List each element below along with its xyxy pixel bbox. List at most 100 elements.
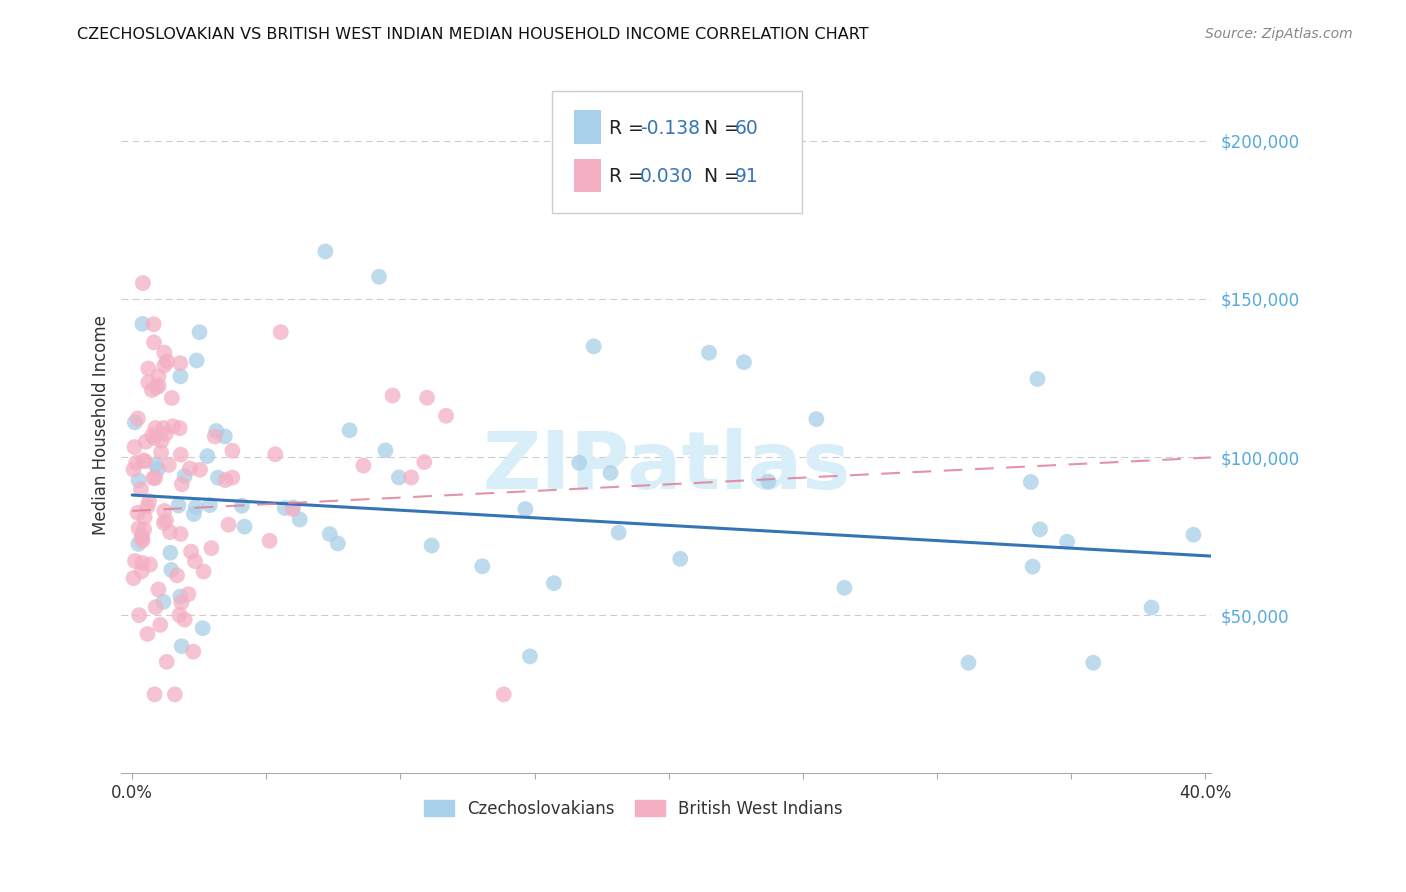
Point [127,506,149,520]
Point [169,356,191,370]
Point [169,607,191,622]
Point [191,621,214,635]
Point [122,571,145,585]
Point [599,466,621,480]
Point [148,369,170,384]
Point [543,576,565,591]
Point [381,388,404,402]
Point [264,447,287,461]
Point [352,458,374,473]
Point [132,453,155,467]
Point [416,391,439,405]
Point [153,516,176,530]
Point [173,469,195,483]
Point [492,687,515,701]
Point [281,502,304,516]
Text: -0.138: -0.138 [640,119,700,137]
Point [582,339,605,353]
Point [128,608,150,623]
Point [169,369,191,384]
Point [163,687,186,701]
Point [170,477,193,491]
Point [515,502,537,516]
Point [153,345,176,359]
Point [270,325,292,339]
Point [834,581,856,595]
Text: R =: R = [609,168,651,186]
Point [136,500,159,514]
Point [145,600,167,615]
Point [218,517,240,532]
Point [259,533,281,548]
Point [170,596,193,610]
Point [143,335,166,350]
FancyBboxPatch shape [574,110,600,144]
Point [149,617,172,632]
Point [177,587,200,601]
Point [169,590,191,604]
Point [131,556,153,570]
Point [200,541,222,555]
Point [221,443,243,458]
Point [153,504,176,518]
Point [131,529,153,543]
Text: N =: N = [704,119,747,137]
Point [274,500,297,515]
Point [221,470,243,484]
Point [129,482,152,496]
Point [124,440,146,454]
Point [138,494,160,508]
Point [143,471,166,485]
Point [150,445,173,459]
Point [1021,559,1043,574]
Text: Source: ZipAtlas.com: Source: ZipAtlas.com [1205,27,1353,41]
Point [145,380,167,394]
Point [519,649,541,664]
Point [128,473,150,487]
Point [122,462,145,476]
Point [420,539,443,553]
Point [193,565,215,579]
Point [143,687,166,701]
Point [806,412,828,426]
Point [146,462,169,476]
Point [231,499,253,513]
Point [127,411,149,425]
Y-axis label: Median Household Income: Median Household Income [93,316,110,535]
Point [142,317,165,331]
Point [183,507,205,521]
Point [169,421,191,435]
FancyBboxPatch shape [574,159,600,193]
Point [155,514,177,528]
Point [957,656,980,670]
Point [758,475,780,489]
Point [374,443,396,458]
Point [167,499,190,513]
Point [141,428,163,442]
Point [159,546,181,560]
Point [281,500,304,515]
Point [153,359,176,373]
Point [156,354,179,368]
Point [134,522,156,536]
Point [136,361,159,376]
Point [150,434,173,448]
Point [413,455,436,469]
Point [319,527,342,541]
Point [471,559,494,574]
Point [134,454,156,468]
Point [697,345,720,359]
Point [125,456,148,470]
Point [205,424,228,438]
Point [148,379,170,393]
Point [179,461,201,475]
Point [134,510,156,524]
Point [143,431,166,445]
Point [173,613,195,627]
Text: R =: R = [609,119,651,137]
Point [1056,534,1078,549]
Point [568,456,591,470]
Point [157,458,180,472]
Point [399,470,422,484]
Text: N =: N = [704,168,747,186]
